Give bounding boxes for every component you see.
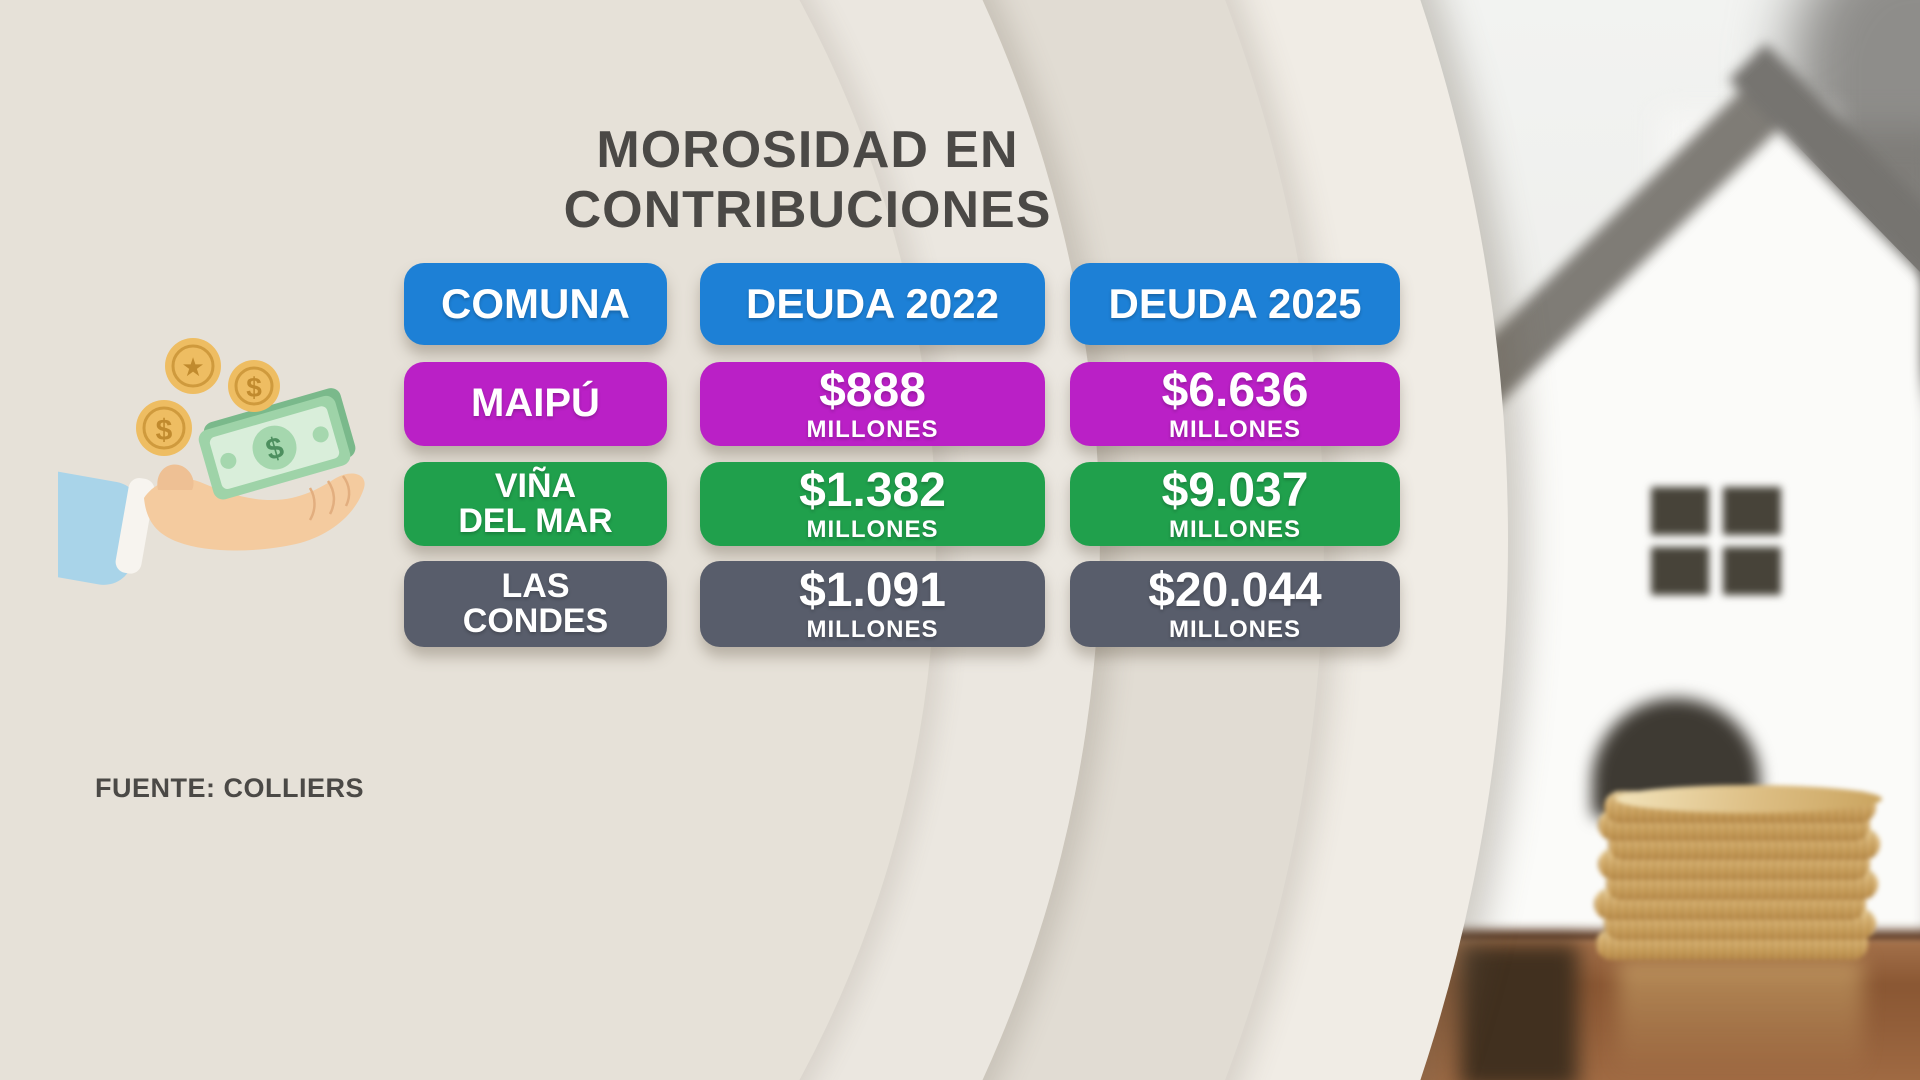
- header-label: DEUDA 2025: [1108, 280, 1362, 327]
- source-caption: FUENTE: COLLIERS: [95, 773, 364, 803]
- debt-amount: $20.044: [1148, 563, 1322, 617]
- row-lascondes-deuda-2022: $1.091 MILLONES: [700, 561, 1045, 647]
- star-glyph: ★: [181, 352, 204, 382]
- header-label: DEUDA 2022: [746, 280, 999, 327]
- row-maipu-deuda-2022: $888 MILLONES: [700, 362, 1045, 446]
- header-cell-comuna: COMUNA: [404, 263, 667, 345]
- comuna-name: MAIPÚ: [471, 381, 600, 426]
- debt-unit: MILLONES: [806, 615, 939, 643]
- header-cell-deuda-2025: DEUDA 2025: [1070, 263, 1400, 345]
- comuna-name: LAS: [501, 566, 570, 605]
- coin-stack: [1592, 785, 1884, 976]
- coin-dollar-icon: $: [136, 400, 192, 456]
- row-lascondes-deuda-2025: $20.044 MILLONES: [1070, 561, 1400, 647]
- header-label: COMUNA: [441, 280, 630, 327]
- row-vina-deuda-2025: $9.037 MILLONES: [1070, 462, 1400, 546]
- debt-amount: $888: [819, 363, 926, 417]
- coin-dollar-icon: $: [228, 360, 280, 412]
- row-vina-name: VIÑA DEL MAR: [404, 462, 667, 546]
- banknote-icon: $: [198, 388, 356, 500]
- row-vina-deuda-2022: $1.382 MILLONES: [700, 462, 1045, 546]
- row-maipu-name: MAIPÚ: [404, 362, 667, 446]
- coin-top-face: [1616, 785, 1882, 813]
- hand: [144, 464, 365, 551]
- comuna-name: VIÑA: [494, 466, 577, 505]
- house-window-pane: [1651, 487, 1709, 535]
- sleeve: [58, 470, 155, 585]
- dollar-glyph: $: [246, 372, 262, 403]
- house-window-pane: [1723, 547, 1781, 595]
- house-window-pane: [1723, 487, 1781, 535]
- coin-star-icon: ★: [165, 338, 221, 394]
- debt-unit: MILLONES: [1169, 615, 1301, 643]
- debt-amount: $9.037: [1161, 463, 1309, 517]
- debt-amount: $1.382: [799, 463, 946, 517]
- coin: [1604, 785, 1882, 823]
- debt-amount: $6.636: [1161, 363, 1309, 417]
- comuna-name-line2: CONDES: [462, 602, 609, 640]
- comuna-name-line2: DEL MAR: [458, 502, 613, 540]
- blurred-dark-object: [1460, 944, 1578, 1080]
- debt-unit: MILLONES: [1169, 515, 1301, 543]
- debt-amount: $1.091: [799, 563, 946, 617]
- header-cell-deuda-2022: DEUDA 2022: [700, 263, 1045, 345]
- coin-reflection: [1618, 960, 1863, 1075]
- house-window-pane: [1651, 547, 1709, 595]
- page-title: MOROSIDAD EN CONTRIBUCIONES: [563, 121, 1052, 239]
- row-lascondes-name: LAS CONDES: [404, 561, 667, 647]
- debt-unit: MILLONES: [806, 415, 939, 443]
- hand-money-icon: $ ★ $ $: [58, 338, 365, 585]
- row-maipu-deuda-2025: $6.636 MILLONES: [1070, 362, 1400, 446]
- dollar-glyph: $: [156, 414, 173, 447]
- debt-unit: MILLONES: [1169, 415, 1301, 443]
- debt-unit: MILLONES: [806, 515, 939, 543]
